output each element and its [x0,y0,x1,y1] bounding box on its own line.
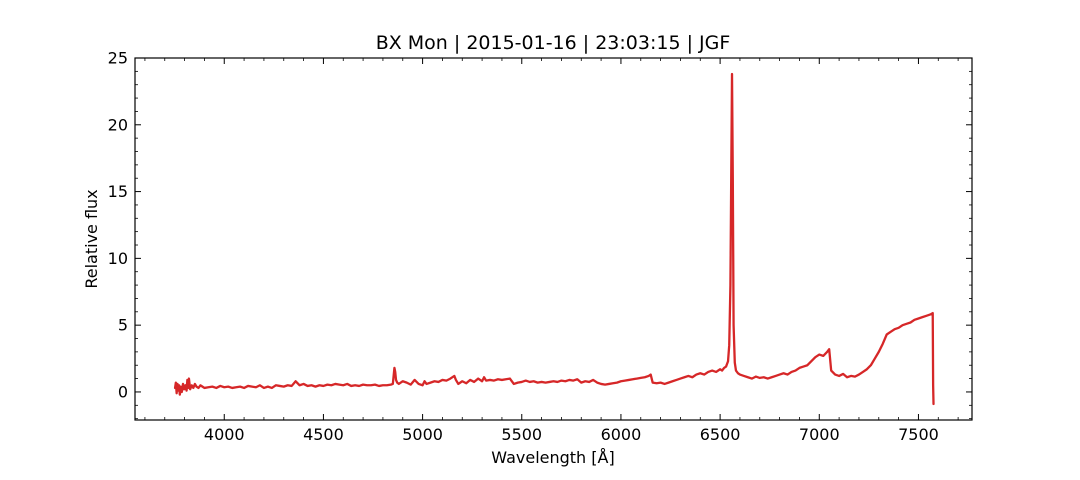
y-tick-labels: 0 5 10 15 20 25 [108,49,128,402]
plot-frame [134,57,973,421]
x-tick-label: 7500 [898,425,939,444]
x-tick-label: 7000 [799,425,840,444]
y-tick-label: 10 [108,249,128,268]
minor-ticks [135,58,972,420]
x-tick-label: 4500 [303,425,344,444]
x-tick-label: 6000 [601,425,642,444]
y-tick-label: 25 [108,49,128,68]
spectrum-line [173,72,935,406]
chart-title: BX Mon | 2015-01-16 | 23:03:15 | JGF [376,32,731,54]
y-tick-label: 0 [118,382,128,401]
x-tick-label: 6500 [700,425,741,444]
x-tick-label: 4000 [204,425,245,444]
x-tick-label: 5500 [501,425,542,444]
y-tick-label: 5 [118,316,128,335]
y-tick-label: 20 [108,115,128,134]
x-axis-label: Wavelength [Å] [491,448,614,467]
x-tick-labels: 4000 4500 5000 5500 6000 6500 7000 7500 [204,425,939,444]
x-tick-label: 5000 [402,425,443,444]
y-tick-label: 15 [108,182,128,201]
y-axis-label: Relative flux [82,189,101,288]
major-ticks [135,57,972,420]
